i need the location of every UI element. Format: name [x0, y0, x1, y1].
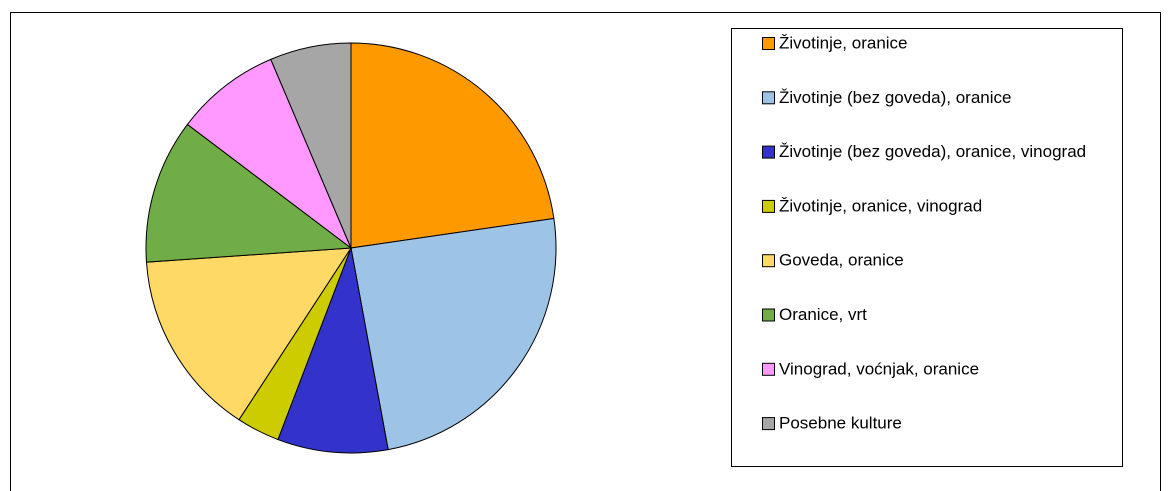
pie-slice [186, 58, 353, 250]
chart-border [10, 12, 1161, 491]
pie-slice [350, 42, 555, 249]
legend-swatch [762, 254, 775, 268]
pie-slice [350, 217, 557, 451]
pie-slice [145, 123, 353, 263]
legend-swatch [762, 417, 775, 431]
pie-slice [145, 247, 352, 421]
legend-label: Životinje (bez goveda), oranice [779, 88, 1011, 107]
legend-swatch [762, 37, 775, 50]
legend-swatch [762, 199, 775, 213]
legend-label: Životinje (bez goveda), oranice, vinogra… [779, 142, 1086, 161]
legend-swatch [762, 308, 775, 322]
pie-slice [270, 42, 352, 249]
legend-label: Vinograd, voćnjak, oranice [779, 359, 979, 378]
legend-swatch [762, 91, 775, 105]
legend-swatch [762, 362, 775, 376]
legend-label: Životinje, oranice, vinograd [779, 196, 982, 215]
legend-box [731, 28, 1123, 467]
legend-label: Goveda, oranice [779, 251, 904, 270]
legend-label: Oranice, vrt [779, 305, 867, 324]
legend-swatch [762, 145, 775, 159]
legend-label: Posebne kulture [779, 414, 902, 433]
pie-slice [277, 246, 389, 454]
legend-label: Životinje, oranice [779, 33, 908, 52]
